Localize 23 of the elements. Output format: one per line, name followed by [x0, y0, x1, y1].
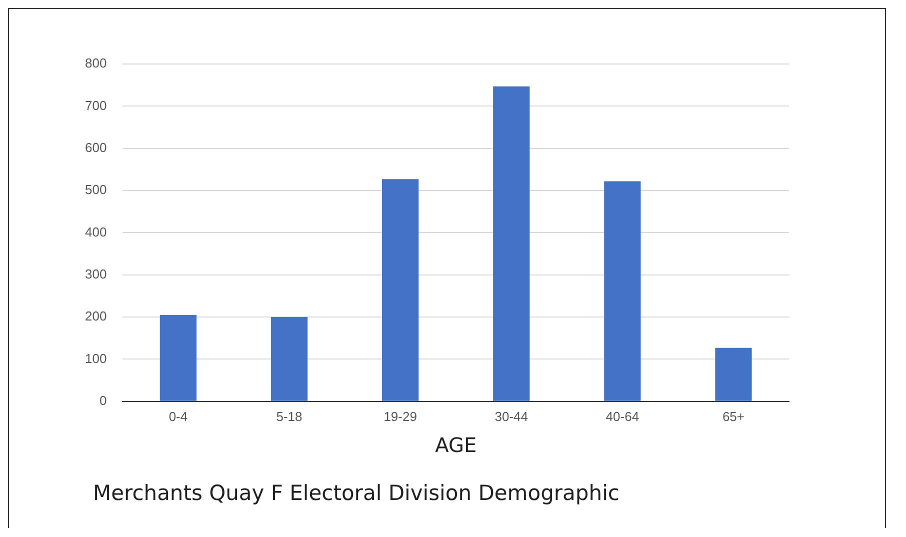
bar	[715, 348, 752, 401]
y-tick-label: 700	[84, 98, 107, 113]
bar	[160, 314, 197, 401]
y-tick-label: 0	[99, 392, 107, 408]
x-tick-label: 65+	[722, 408, 745, 424]
bar	[270, 317, 308, 401]
y-tick-label: 600	[84, 140, 107, 155]
y-tick-label: 200	[84, 308, 107, 324]
y-tick-label: 100	[84, 350, 107, 366]
y-tick-label: 400	[84, 224, 107, 240]
bar	[382, 179, 419, 401]
x-tick-label: 30-44	[494, 408, 528, 424]
x-tick-label: 0-4	[168, 408, 188, 424]
y-tick-label: 800	[84, 56, 107, 71]
bar	[604, 181, 641, 401]
bar	[493, 86, 530, 401]
y-tick-label: 300	[84, 266, 107, 282]
x-axis-title: AGE	[435, 433, 477, 458]
x-tick-label: 19-29	[384, 408, 417, 424]
x-tick-label: 40-64	[606, 408, 640, 424]
x-tick-label: 5-18	[276, 408, 302, 424]
y-tick-label: 500	[84, 182, 107, 198]
text: Merchants Quay F Electoral Division Demographic	[93, 481, 620, 505]
